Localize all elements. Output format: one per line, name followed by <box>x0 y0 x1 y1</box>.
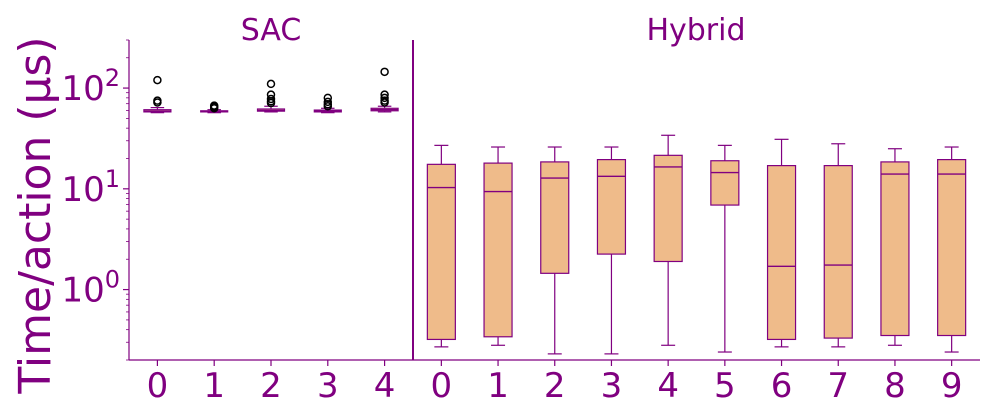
y-tick-exponent: 0 <box>105 266 120 294</box>
box-hybrid-4 <box>653 154 683 263</box>
x-tick-label: 2 <box>260 366 282 400</box>
outlier-point <box>380 93 389 103</box>
y-tick-exponent: 2 <box>105 64 120 92</box>
outlier-point <box>266 79 276 89</box>
x-tick-label: 2 <box>544 366 566 400</box>
outlier-point <box>153 98 162 107</box>
box-hybrid-5 <box>710 160 740 206</box>
box-hybrid-2 <box>540 161 570 274</box>
panel-title-sac: SAC <box>241 13 302 48</box>
x-tick-label: 9 <box>941 366 963 400</box>
y-axis-label: Time/action (µs) <box>10 36 61 394</box>
x-tick-label: 0 <box>147 366 169 400</box>
y-tick-label-100: 102 <box>61 64 120 109</box>
y-tick-label-1: 100 <box>61 266 120 311</box>
box-hybrid-1 <box>483 162 513 338</box>
y-tick-label-10: 101 <box>61 165 120 210</box>
x-tick-label: 1 <box>203 366 225 400</box>
x-tick-label: 5 <box>714 366 736 400</box>
outlier-point <box>323 97 333 107</box>
y-tick-base: 10 <box>61 170 104 210</box>
outlier-point <box>266 98 276 108</box>
y-tick-exponent: 1 <box>105 165 120 193</box>
x-tick-label: 3 <box>601 366 623 400</box>
x-tick-label: 0 <box>431 366 453 400</box>
outlier-point <box>209 104 219 113</box>
box-hybrid-8 <box>880 161 910 337</box>
outlier-point <box>380 90 389 99</box>
y-tick-base: 10 <box>61 271 104 311</box>
x-tick-label: 6 <box>771 366 793 400</box>
box-hybrid-9 <box>937 159 967 337</box>
x-tick-label: 4 <box>657 366 679 400</box>
outlier-point <box>153 75 162 85</box>
x-tick-label: 1 <box>487 366 509 400</box>
x-tick-label: 3 <box>317 366 339 400</box>
outlier-point <box>380 67 389 77</box>
panel-title-hybrid: Hybrid <box>646 13 745 48</box>
box-hybrid-6 <box>766 165 797 341</box>
box-hybrid-7 <box>823 165 853 339</box>
y-tick-base: 10 <box>61 69 104 109</box>
box-hybrid-0 <box>426 163 456 341</box>
box-hybrid-3 <box>596 159 627 255</box>
x-tick-label: 8 <box>884 366 906 400</box>
x-tick-label: 4 <box>374 366 396 400</box>
outlier-point <box>323 102 333 111</box>
x-tick-label: 7 <box>827 366 849 400</box>
outlier-point <box>380 98 389 107</box>
